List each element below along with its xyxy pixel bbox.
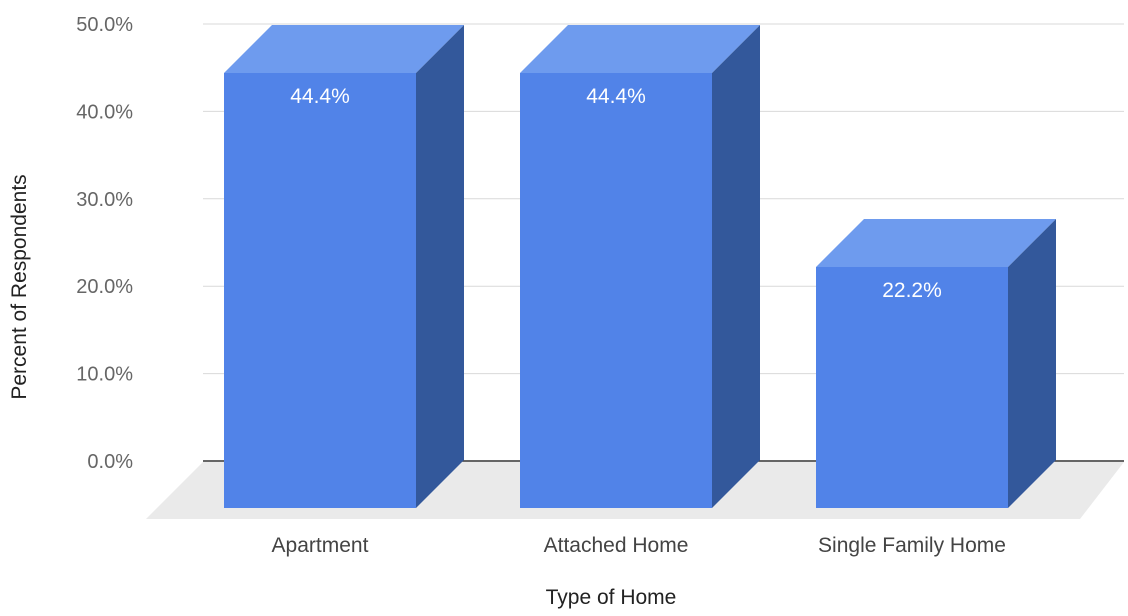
bar-side-face xyxy=(712,24,760,508)
x-category-label: Apartment xyxy=(272,534,369,557)
y-tick-label: 20.0% xyxy=(76,276,133,298)
data-label: 44.4% xyxy=(586,85,646,108)
x-category-label: Single Family Home xyxy=(818,534,1006,557)
bar-side-face xyxy=(1008,218,1056,509)
bar-front-face xyxy=(520,72,712,508)
data-label: 44.4% xyxy=(290,85,350,108)
bar-top-face xyxy=(816,218,1056,267)
bar-top-face xyxy=(224,24,464,73)
y-axis-ticks: 0.0% 10.0% 20.0% 30.0% 40.0% 50.0% xyxy=(76,14,133,473)
bar-1: 44.4% xyxy=(224,24,464,508)
y-axis-title: Percent of Respondents xyxy=(8,174,31,399)
x-axis-category-labels: Apartment Attached Home Single Family Home xyxy=(272,534,1006,557)
bar-2: 44.4% xyxy=(520,24,760,508)
y-tick-label: 10.0% xyxy=(76,364,133,386)
bar-3: 22.2% xyxy=(816,218,1056,509)
y-tick-label: 0.0% xyxy=(87,451,133,473)
bars: 44.4% 44.4% 22.2% xyxy=(224,24,1056,509)
y-tick-label: 40.0% xyxy=(76,101,133,123)
bar-side-face xyxy=(416,24,464,508)
x-axis-title: Type of Home xyxy=(546,586,677,609)
bar-top-face xyxy=(520,24,760,73)
bar-front-face xyxy=(816,266,1008,508)
y-tick-label: 50.0% xyxy=(76,14,133,36)
x-category-label: Attached Home xyxy=(544,534,689,557)
y-tick-label: 30.0% xyxy=(76,189,133,211)
bar-front-face xyxy=(224,72,416,508)
data-label: 22.2% xyxy=(882,279,942,302)
